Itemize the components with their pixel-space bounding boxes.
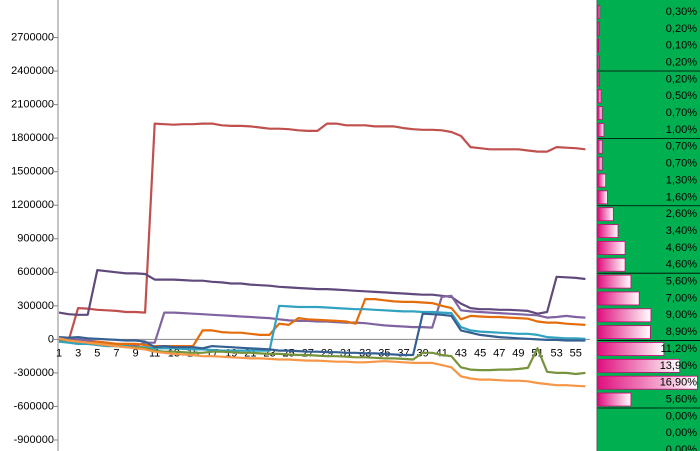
percent-label: 13,90% bbox=[660, 360, 698, 372]
x-tick-label: 49 bbox=[512, 347, 524, 359]
y-tick-label: -300000 bbox=[14, 367, 54, 379]
y-tick-label: -600000 bbox=[14, 400, 54, 412]
x-tick-label: 37 bbox=[397, 347, 409, 359]
y-tick-label: 600000 bbox=[17, 266, 54, 278]
percent-label: 0,00% bbox=[666, 410, 697, 422]
percent-label: 0,00% bbox=[666, 427, 697, 439]
data-bar bbox=[597, 5, 601, 19]
data-bar-column: 0,30% 0,20% 0,10% 0,20% 0,20% 0,50% 0,70% 1,00%… bbox=[596, 0, 700, 451]
data-bar bbox=[597, 291, 640, 306]
data-bar bbox=[597, 257, 626, 272]
y-tick-label: 300000 bbox=[17, 300, 54, 312]
data-bar bbox=[597, 89, 602, 104]
data-bar bbox=[597, 308, 652, 323]
data-bar bbox=[597, 123, 605, 137]
x-tick-label: 7 bbox=[113, 347, 119, 359]
y-tick-label: 1200000 bbox=[11, 199, 54, 211]
data-bar bbox=[597, 106, 603, 120]
percent-label: 2,60% bbox=[666, 208, 697, 220]
x-tick-label: 43 bbox=[455, 347, 467, 359]
x-tick-label: 11 bbox=[149, 347, 160, 359]
percent-label: 0,20% bbox=[666, 23, 697, 35]
data-bar bbox=[597, 358, 681, 373]
y-tick-label: 1800000 bbox=[11, 132, 54, 144]
data-bar bbox=[597, 224, 619, 238]
percent-label: 1,00% bbox=[666, 124, 697, 136]
data-bar bbox=[597, 240, 626, 255]
data-bar bbox=[597, 342, 665, 356]
data-bar bbox=[597, 38, 599, 53]
x-tick-label: 27 bbox=[302, 347, 314, 359]
series-line bbox=[58, 337, 586, 388]
data-bar bbox=[597, 156, 603, 171]
data-bar bbox=[597, 375, 698, 390]
y-tick-label: -900000 bbox=[14, 434, 54, 446]
percent-label: 0,70% bbox=[666, 141, 697, 153]
x-tick-label: 1 bbox=[56, 347, 62, 359]
data-bar bbox=[597, 21, 600, 36]
series-line bbox=[58, 122, 586, 342]
percent-label: 5,60% bbox=[666, 276, 697, 288]
y-tick-label: 2700000 bbox=[11, 31, 54, 43]
percent-label: 9,00% bbox=[666, 309, 697, 321]
percent-label: 0,20% bbox=[666, 73, 697, 85]
y-tick-label: 2100000 bbox=[11, 99, 54, 111]
data-bar bbox=[597, 173, 607, 188]
percent-label: 0,00% bbox=[666, 444, 697, 451]
x-tick-label: 5 bbox=[94, 347, 100, 359]
line-chart: -900000 -600000 -300000 0 300000 600000 900000… bbox=[11, 0, 590, 451]
percent-label: 4,60% bbox=[666, 259, 697, 271]
x-tick-label: 45 bbox=[474, 347, 486, 359]
percent-label: 8,90% bbox=[666, 326, 697, 338]
data-bar bbox=[597, 207, 614, 222]
percent-label: 0,70% bbox=[666, 158, 697, 170]
x-tick-label: 9 bbox=[132, 347, 138, 359]
percent-label: 16,90% bbox=[660, 377, 698, 389]
data-bar bbox=[597, 325, 651, 340]
percent-label: 7,00% bbox=[666, 292, 697, 304]
percent-label: 5,60% bbox=[666, 393, 697, 405]
data-bar bbox=[597, 55, 600, 70]
percent-label: 0,20% bbox=[666, 56, 697, 68]
series-line bbox=[58, 298, 586, 348]
percent-label: 1,60% bbox=[666, 191, 697, 203]
y-tick-label: 1500000 bbox=[11, 166, 54, 178]
y-tick-label: 2400000 bbox=[11, 65, 54, 77]
percent-label: 4,60% bbox=[666, 242, 697, 254]
series-line bbox=[58, 304, 586, 352]
series-line bbox=[58, 312, 586, 357]
percent-label: 1,30% bbox=[666, 174, 697, 186]
x-tick-label: 3 bbox=[75, 347, 81, 359]
percent-label: 0,30% bbox=[666, 6, 697, 18]
y-tick-label: 900000 bbox=[17, 233, 54, 245]
percent-label: 11,20% bbox=[661, 343, 698, 355]
percent-label: 0,50% bbox=[666, 90, 697, 102]
data-bar bbox=[597, 139, 603, 154]
y-tick-label: 0 bbox=[48, 333, 54, 345]
x-tick-label: 53 bbox=[551, 347, 563, 359]
percent-label: 0,10% bbox=[666, 40, 697, 52]
data-bar bbox=[597, 274, 632, 289]
data-bar bbox=[597, 392, 632, 407]
data-bar bbox=[597, 190, 608, 205]
data-bar bbox=[597, 72, 600, 87]
percent-label: 0,70% bbox=[666, 107, 697, 119]
x-tick-label: 55 bbox=[570, 347, 582, 359]
x-tick-label: 47 bbox=[493, 347, 505, 359]
series-line bbox=[58, 269, 586, 316]
percent-label: 3,40% bbox=[666, 225, 697, 237]
